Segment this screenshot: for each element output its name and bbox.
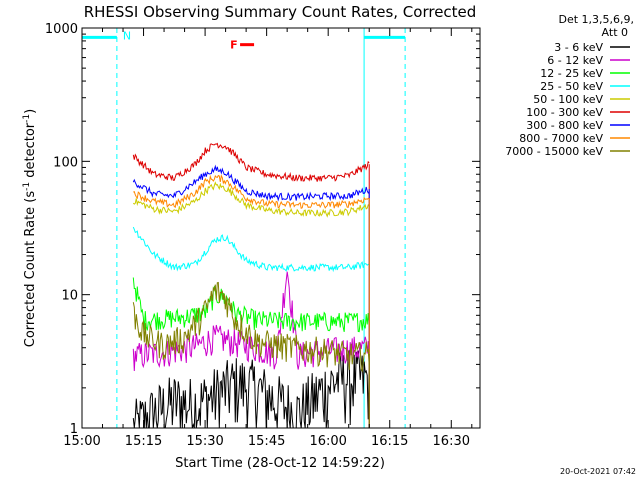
timestamp: 20-Oct-2021 07:42 [560, 467, 636, 476]
legend-label: 100 - 300 keV [526, 106, 603, 119]
legend-label: 50 - 100 keV [533, 93, 603, 106]
series-line [132, 277, 370, 333]
y-label-end: ) [23, 109, 38, 114]
mode-bar-label: N [123, 29, 131, 42]
y-label-mid: detector [23, 122, 38, 182]
series-line [132, 164, 370, 202]
x-tick-label: 16:00 [309, 434, 346, 449]
series-line [132, 349, 370, 429]
x-axis-label: Start Time (28-Oct-12 14:59:22) [175, 456, 385, 471]
x-tick-label: 15:00 [63, 434, 100, 449]
x-tick-label: 15:30 [186, 434, 223, 449]
y-label-sup2: -1 [22, 114, 32, 123]
y-label-sup1: -1 [22, 182, 32, 191]
y-tick-label: 1000 [45, 22, 78, 37]
series-line [132, 142, 370, 182]
series-line [132, 181, 370, 218]
mode-lines [81, 28, 406, 428]
legend-header-2: Att 0 [602, 26, 628, 39]
x-axis: 15:00 15:15 15:30 15:45 16:00 16:15 16:30 [63, 28, 473, 449]
x-tick-label: 15:15 [125, 434, 162, 449]
y-axis-label: Corrected Count Rate (s-1 detector-1) [22, 109, 38, 347]
x-tick-label: 16:30 [433, 434, 470, 449]
legend-label: 7000 - 15000 keV [505, 145, 603, 158]
legend-label: 800 - 7000 keV [519, 132, 603, 145]
y-tick-label: 10 [61, 289, 78, 304]
legend-label: 3 - 6 keV [554, 41, 603, 54]
legend-label: 12 - 25 keV [540, 67, 603, 80]
series-line [132, 226, 370, 273]
x-tick-label: 16:15 [371, 434, 408, 449]
y-tick-label: 100 [53, 155, 78, 170]
flag-label: F [230, 39, 238, 52]
y-axis: 1 10 100 1000 [45, 22, 480, 437]
legend-header-1: Det 1,3,5,6,9, [558, 13, 634, 26]
mode-bars: NF [82, 29, 406, 52]
legend-label: 6 - 12 keV [547, 54, 603, 67]
y-label-main: Corrected Count Rate (s [23, 191, 38, 348]
series-line [133, 174, 370, 210]
y-tick-label: 1 [70, 422, 78, 437]
series-layer [132, 142, 370, 429]
legend-label: 25 - 50 keV [540, 80, 603, 93]
series-line [132, 281, 370, 373]
plot-frame [81, 27, 481, 429]
chart-title: RHESSI Observing Summary Count Rates, Co… [84, 3, 477, 21]
x-tick-label: 15:45 [248, 434, 285, 449]
legend-label: 300 - 800 keV [526, 119, 603, 132]
